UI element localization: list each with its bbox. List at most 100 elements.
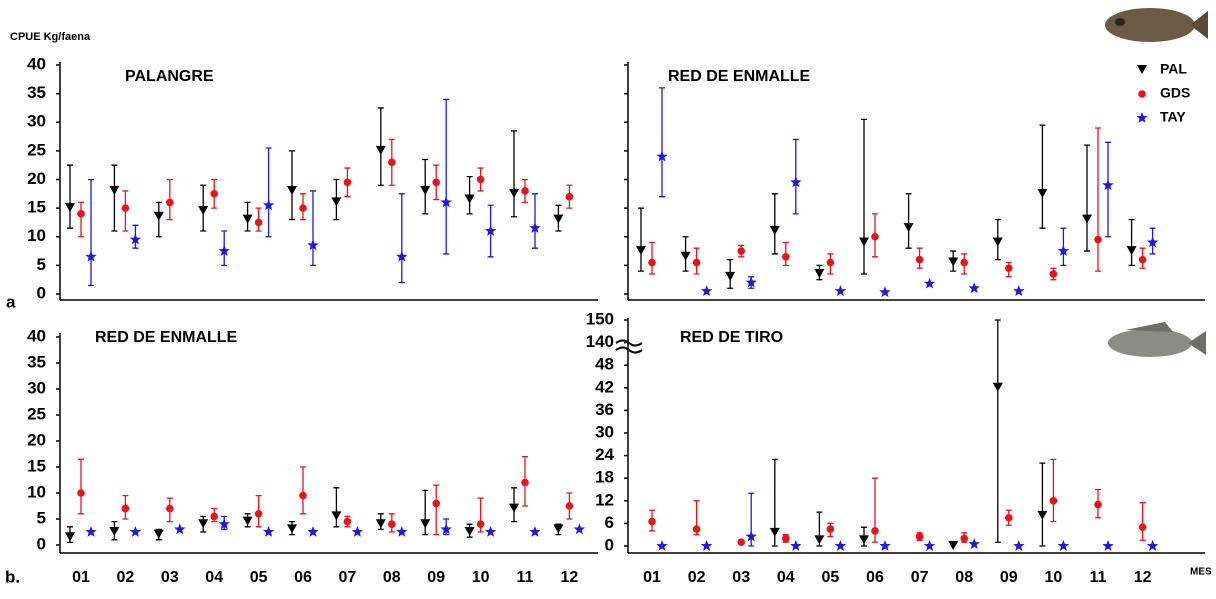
point <box>814 268 825 278</box>
point <box>307 239 319 251</box>
point <box>388 158 396 167</box>
x-axis-label: MES <box>1190 567 1212 578</box>
point <box>960 258 968 267</box>
error-bar <box>1105 141 1111 238</box>
error-bar <box>511 130 517 218</box>
error-bar <box>433 484 440 536</box>
point <box>198 519 209 529</box>
legend-marker <box>1136 112 1148 123</box>
point <box>218 245 230 256</box>
y-tick-label: 25 <box>27 404 46 423</box>
point <box>565 502 574 510</box>
point <box>254 510 263 518</box>
point <box>287 185 297 195</box>
y-tick-label: 10 <box>27 226 46 245</box>
point <box>254 218 263 227</box>
point <box>509 188 519 198</box>
point <box>1057 540 1070 551</box>
x-tick-label: 12 <box>1134 569 1152 586</box>
point <box>1102 179 1114 191</box>
point <box>948 257 959 267</box>
error-bar <box>1039 462 1046 547</box>
point <box>464 194 475 204</box>
point <box>903 223 914 233</box>
point <box>343 178 352 187</box>
point <box>790 540 802 551</box>
point <box>565 192 574 201</box>
legend-label: TAY <box>1160 109 1186 125</box>
point <box>648 517 656 526</box>
point <box>992 237 1003 247</box>
error-bar <box>443 98 450 255</box>
point <box>656 540 668 551</box>
point <box>1138 523 1147 531</box>
point <box>396 250 408 262</box>
point <box>871 527 879 535</box>
x-tick-label: 05 <box>822 569 840 586</box>
point <box>1082 214 1092 224</box>
point <box>948 541 959 550</box>
point <box>166 504 174 513</box>
point <box>198 205 209 215</box>
point <box>299 491 307 500</box>
legend-marker <box>1138 90 1146 98</box>
x-tick-label: 06 <box>866 569 884 586</box>
x-tick-label: 03 <box>161 569 179 586</box>
panel-label: b. <box>5 567 20 586</box>
y-tick-label: 40 <box>27 54 46 73</box>
point <box>121 504 130 513</box>
point <box>1146 540 1159 551</box>
point <box>960 534 968 543</box>
y-tick-label: 30 <box>595 422 614 441</box>
y-tick-label: 15 <box>27 198 46 217</box>
point <box>1126 246 1137 256</box>
error-bar <box>1095 127 1101 272</box>
point <box>700 285 713 296</box>
point <box>968 538 980 549</box>
point <box>242 214 253 224</box>
point <box>420 519 431 529</box>
error-bar <box>333 487 340 528</box>
point <box>1057 245 1070 256</box>
y-tick-label: 140 <box>586 332 614 351</box>
point <box>476 520 485 528</box>
error-bar <box>659 87 665 198</box>
point <box>307 526 319 537</box>
x-tick-label: 07 <box>911 569 929 586</box>
error-bar <box>649 241 655 275</box>
x-tick-label: 12 <box>561 569 579 586</box>
error-bar <box>398 193 405 284</box>
error-bar <box>905 193 912 249</box>
point <box>109 527 120 536</box>
point <box>440 523 452 535</box>
x-tick-label: 10 <box>472 569 490 586</box>
point <box>915 532 924 541</box>
point <box>573 523 586 535</box>
point <box>299 204 307 212</box>
point <box>464 527 475 536</box>
x-tick-label: 08 <box>383 569 401 586</box>
x-tick-label: 05 <box>250 569 268 586</box>
y-tick-label: 36 <box>595 400 614 419</box>
point <box>65 203 75 213</box>
point <box>923 277 936 289</box>
point <box>521 187 529 195</box>
point <box>725 271 736 281</box>
y-tick-label: 24 <box>595 445 614 464</box>
x-tick-label: 11 <box>517 569 534 586</box>
y-tick-label: 30 <box>27 378 46 397</box>
point <box>331 511 342 521</box>
x-tick-label: 03 <box>732 569 750 586</box>
point <box>85 526 97 537</box>
point <box>1138 255 1147 264</box>
point <box>1102 540 1114 551</box>
y-tick-label: 20 <box>27 169 46 188</box>
x-tick-label: 04 <box>777 569 795 586</box>
panel-title: RED DE TIRO <box>680 329 783 346</box>
point <box>432 499 441 508</box>
point <box>351 526 364 537</box>
panel-title: RED DE ENMALLE <box>668 68 811 85</box>
point <box>656 150 668 162</box>
point <box>692 525 701 533</box>
error-bar <box>1039 124 1046 229</box>
